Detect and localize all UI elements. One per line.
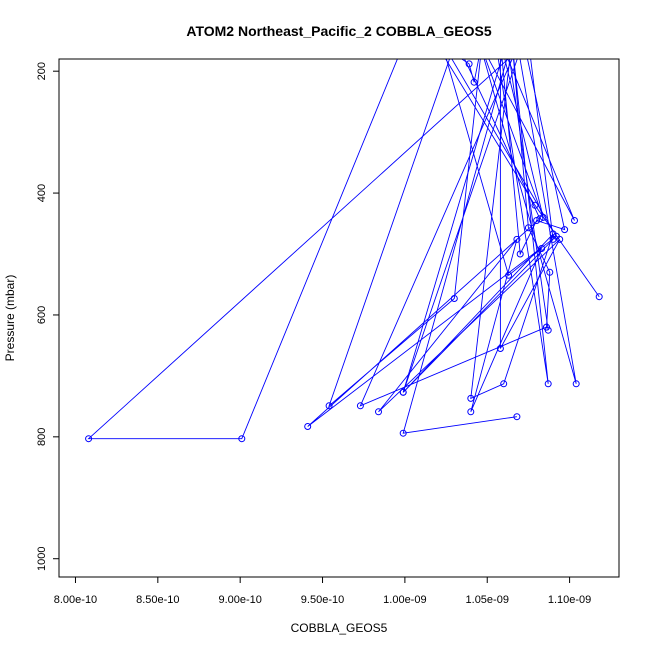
x-tick-label: 1.05e-09 [466, 594, 509, 606]
data-point [572, 380, 580, 388]
data-point [524, 224, 532, 232]
x-tick-label: 9.00e-10 [218, 594, 261, 606]
data-point [325, 402, 333, 410]
data-point [356, 402, 364, 410]
data-point [375, 408, 382, 416]
data-point [549, 235, 557, 243]
y-tick-label: 800 [36, 428, 48, 446]
data-point [505, 271, 513, 279]
data-point [399, 429, 407, 437]
data-point [546, 268, 554, 276]
data-point [496, 345, 504, 352]
series-layer [87, 59, 600, 440]
x-axis: 8.00e-10 8.50e-10 9.00e-10 9.50e-10 1.00e-09… [54, 576, 591, 606]
data-point [571, 217, 578, 224]
data-point [538, 245, 546, 252]
x-tick-label: 9.50e-10 [301, 594, 344, 606]
data-point [500, 380, 508, 388]
series-line-1 [307, 59, 600, 434]
data-point [544, 380, 552, 388]
data-point [516, 250, 524, 258]
y-tick-label: 600 [36, 306, 48, 324]
y-axis-label: Pressure (mbar) [3, 275, 17, 362]
data-point [531, 201, 539, 209]
data-point [238, 435, 246, 443]
plot-frame [58, 58, 620, 578]
data-point [399, 388, 407, 396]
data-point [544, 326, 552, 334]
x-tick-label: 1.00e-09 [383, 594, 426, 606]
y-tick-label: 400 [36, 184, 48, 202]
series-line-2 [87, 59, 554, 440]
data-point [595, 293, 603, 301]
chart-title: ATOM2 Northeast_Pacific_2 COBBLA_GEOS5 [186, 23, 491, 39]
data-point [467, 408, 475, 416]
data-point [556, 235, 564, 243]
y-axis: 200 400 600 800 1000 [36, 62, 60, 571]
x-axis-label: COBBLA_GEOS5 [291, 621, 388, 635]
data-point [561, 226, 569, 234]
data-point [450, 295, 458, 302]
data-point [536, 215, 544, 223]
data-point [513, 413, 521, 421]
y-tick-label: 200 [36, 62, 48, 80]
data-point [467, 394, 475, 402]
data-point [470, 78, 478, 86]
x-tick-label: 1.10e-09 [548, 594, 591, 606]
data-point [304, 423, 312, 430]
data-point [465, 60, 473, 68]
data-point [539, 213, 547, 221]
data-point [513, 235, 521, 243]
data-point [533, 217, 541, 224]
x-tick-label: 8.50e-10 [136, 594, 179, 606]
points-layer [85, 60, 603, 443]
y-tick-label: 1000 [36, 546, 48, 570]
x-tick-label: 8.00e-10 [54, 594, 97, 606]
data-point [85, 435, 93, 443]
